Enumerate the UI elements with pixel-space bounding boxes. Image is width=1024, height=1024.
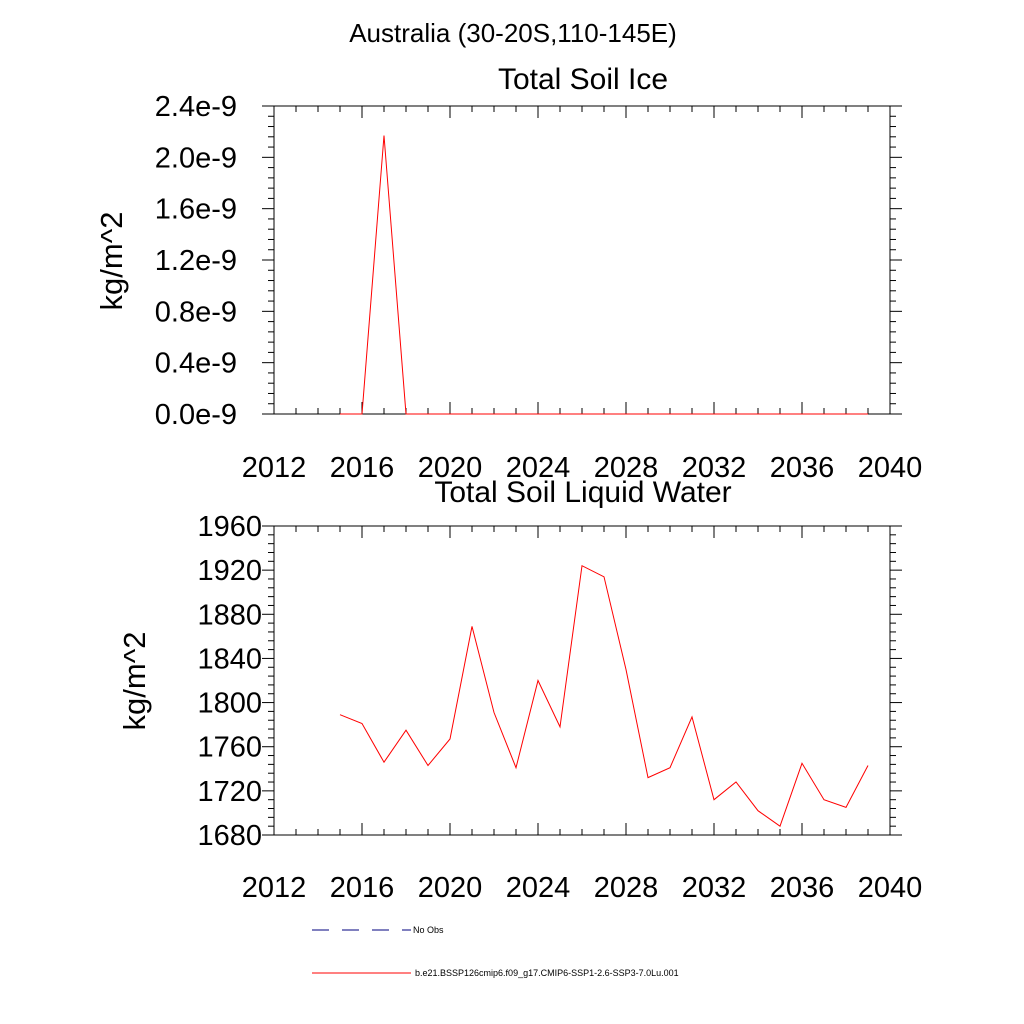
x-tick-label: 2024 (506, 872, 571, 904)
x-tick-label: 2028 (594, 872, 659, 904)
panel-soil-ice: Total Soil Ice kg/m^2 2012 2016 2020 2024 20… (94, 63, 922, 484)
y-tick-label: 2.4e-9 (155, 91, 237, 123)
x-tick-label: 2012 (242, 872, 307, 904)
x-tick-label: 2012 (242, 452, 307, 484)
y-tick-label: 1920 (197, 555, 262, 587)
x-tick-label: 2020 (418, 452, 483, 484)
y-tick-label: 0.8e-9 (155, 296, 237, 328)
y-tick-label: 1960 (197, 511, 262, 543)
plot-frame-soil-ice (273, 105, 891, 415)
x-tick-label: 2032 (682, 872, 747, 904)
legend-item-model-run: b.e21.BSSP126cmip6.f09_g17.CMIP6-SSP1-2.… (312, 968, 679, 978)
y-tick-label: 1680 (197, 820, 262, 852)
y-tick-label: 1.2e-9 (155, 245, 237, 277)
x-tick-label: 2040 (858, 452, 923, 484)
tick-labels-soil-ice: 2012 2016 2020 2024 2028 2032 2036 2040 0.0e-9 0.… (155, 91, 922, 484)
series-line (339, 564, 869, 827)
x-tick-label: 2040 (858, 872, 923, 904)
x-tick-label: 2016 (330, 872, 395, 904)
plot-frame-soil-liquid-water (273, 525, 891, 836)
y-tick-label: 1760 (197, 732, 262, 764)
y-tick-label: 1880 (197, 599, 262, 631)
y-tick-label: 0.4e-9 (155, 348, 237, 380)
x-tick-label: 2016 (330, 452, 395, 484)
y-tick-label: 0.0e-9 (155, 399, 237, 431)
y-tick-label: 1800 (197, 688, 262, 720)
x-tick-label: 2036 (770, 872, 835, 904)
ticks-soil-ice (262, 105, 902, 415)
x-tick-label: 2036 (770, 452, 835, 484)
panel-soil-liquid-water: Total Soil Liquid Water kg/m^2 2012 2016 2… (117, 476, 922, 904)
series-line (340, 135, 868, 415)
panel-title-soil-ice: Total Soil Ice (498, 63, 668, 96)
series-soil-liquid-water (339, 564, 869, 827)
panel-title-soil-liquid-water: Total Soil Liquid Water (434, 476, 731, 509)
legend-item-no-obs: No Obs (312, 925, 444, 935)
x-tick-label: 2024 (506, 452, 571, 484)
y-tick-label: 2.0e-9 (155, 142, 237, 174)
ylabel-soil-liquid-water: kg/m^2 (117, 632, 152, 731)
x-tick-label: 2020 (418, 872, 483, 904)
ylabel-soil-ice: kg/m^2 (94, 212, 129, 311)
y-tick-label: 1840 (197, 643, 262, 675)
ticks-soil-liquid-water (262, 525, 902, 836)
x-tick-label: 2028 (594, 452, 659, 484)
tick-labels-soil-liquid-water: 2012 2016 2020 2024 2028 2032 2036 2040 1680 1720… (197, 511, 922, 904)
legend: No Obs b.e21.BSSP126cmip6.f09_g17.CMIP6-… (312, 925, 679, 978)
y-tick-label: 1.6e-9 (155, 194, 237, 226)
x-tick-label: 2032 (682, 452, 747, 484)
y-tick-label: 1720 (197, 776, 262, 808)
series-soil-ice (340, 135, 868, 415)
legend-label-no-obs: No Obs (413, 925, 444, 935)
legend-label-model-run: b.e21.BSSP126cmip6.f09_g17.CMIP6-SSP1-2.… (415, 968, 679, 978)
figure-suptitle: Australia (30-20S,110-145E) (349, 18, 677, 48)
